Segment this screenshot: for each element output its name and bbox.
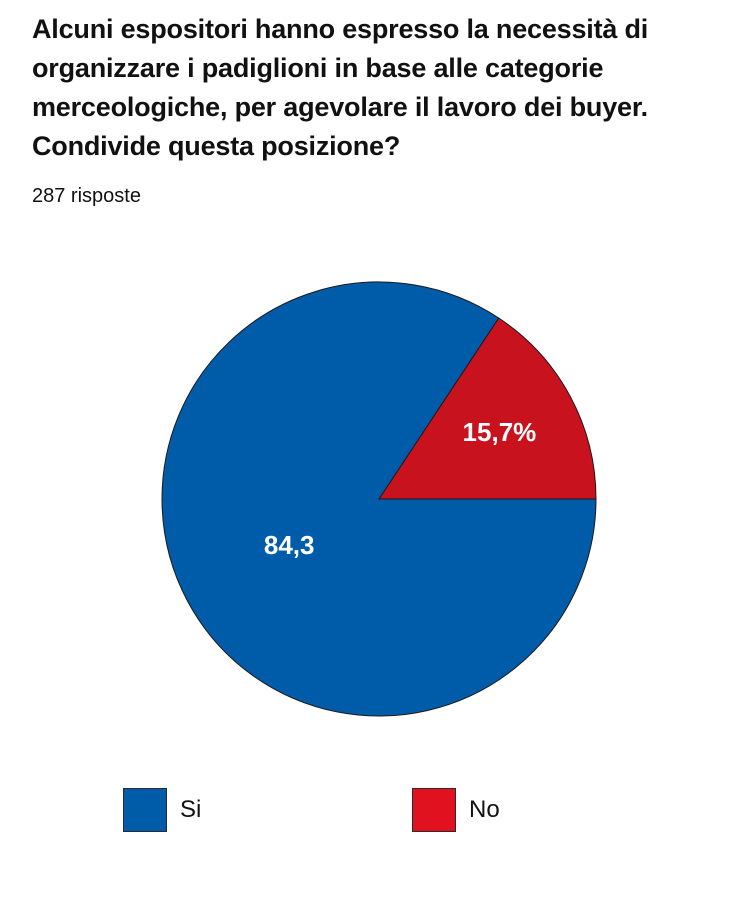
legend-swatch-no [412, 788, 456, 832]
pie-slice-no [378, 317, 597, 500]
legend-item-no: No [412, 787, 500, 833]
legend-label-si: Si [180, 796, 202, 823]
pie-slice-si [161, 281, 597, 717]
legend-swatch-si [123, 788, 167, 832]
response-count: 287 risposte [32, 185, 141, 207]
slice-label-si: 84,3 [264, 530, 315, 560]
chart-title: Alcuni espositori hanno espresso la nece… [32, 14, 649, 161]
slice-label-no: 15,7% [463, 417, 537, 447]
legend-label-no: No [469, 796, 500, 823]
legend-item-si: Si [123, 787, 201, 833]
